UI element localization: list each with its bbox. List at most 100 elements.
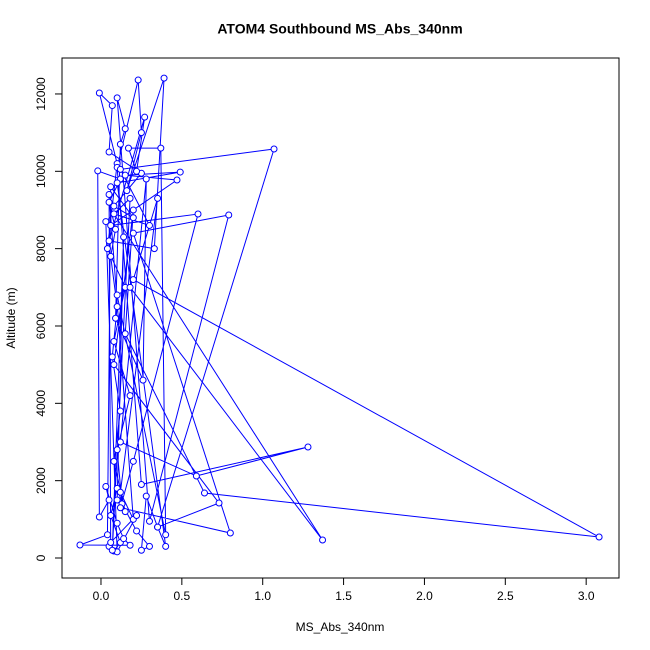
data-point [105, 237, 113, 245]
data-point [141, 113, 149, 121]
data-point [142, 175, 150, 183]
data-point [126, 392, 134, 400]
data-point [103, 245, 111, 253]
data-point [107, 221, 115, 229]
y-tick-label: 6000 [34, 312, 48, 339]
data-point [116, 504, 124, 512]
x-tick-label: 2.0 [416, 589, 433, 603]
y-tick-label: 0 [34, 554, 48, 561]
data-point [123, 187, 131, 195]
data-point [194, 210, 202, 218]
data-point [129, 214, 137, 222]
data-point [145, 542, 153, 550]
data-point [102, 218, 110, 226]
y-tick-label: 2000 [34, 467, 48, 494]
data-point [173, 176, 181, 184]
data-point [133, 511, 141, 519]
data-point [110, 457, 118, 465]
data-point [116, 488, 124, 496]
data-point [116, 140, 124, 148]
data-point [107, 252, 115, 260]
data-point [112, 314, 120, 322]
x-tick-label: 2.5 [497, 589, 514, 603]
data-point [126, 283, 134, 291]
data-point [110, 361, 118, 369]
data-point [129, 206, 137, 214]
data-point [108, 353, 116, 361]
data-point [95, 89, 103, 97]
data-point [192, 472, 200, 480]
data-point [304, 443, 312, 451]
data-point [215, 499, 223, 507]
data-point [105, 198, 113, 206]
data-point [160, 74, 168, 82]
data-point [137, 129, 145, 137]
y-tick-label: 12000 [34, 77, 48, 111]
series-line [79, 77, 600, 554]
data-point [108, 102, 116, 110]
data-point [107, 511, 115, 519]
data-point [107, 539, 115, 547]
data-point [121, 171, 129, 179]
data-point [113, 496, 121, 504]
data-point [120, 233, 128, 241]
data-point [157, 144, 165, 152]
x-tick-label: 3.0 [578, 589, 595, 603]
data-point [154, 523, 162, 531]
data-point [103, 531, 111, 539]
y-tick-label: 4000 [34, 390, 48, 417]
data-point [113, 303, 121, 311]
x-tick-label: 0.0 [93, 589, 110, 603]
data-point [200, 489, 208, 497]
data-point [112, 225, 120, 233]
data-point [129, 457, 137, 465]
data-point [129, 276, 137, 284]
data-point [110, 210, 118, 218]
x-tick-label: 0.5 [173, 589, 190, 603]
chart-title: ATOM4 Southbound MS_Abs_340nm [217, 21, 462, 37]
data-point [319, 536, 327, 544]
data-point [113, 446, 121, 454]
data-point [110, 202, 118, 210]
data-point [595, 533, 603, 541]
data-point [113, 179, 121, 187]
data-point [126, 194, 134, 202]
x-axis-label: MS_Abs_340nm [296, 620, 385, 634]
data-point [162, 531, 170, 539]
data-point [126, 541, 134, 549]
data-point [145, 221, 153, 229]
data-point [129, 229, 137, 237]
data-point [226, 529, 234, 537]
data-point [116, 165, 124, 173]
data-point [133, 527, 141, 535]
data-point [154, 194, 162, 202]
y-axis-label: Altitude (m) [4, 287, 18, 348]
data-point [142, 492, 150, 500]
data-point [137, 481, 145, 489]
data-point [121, 330, 129, 338]
data-point [116, 407, 124, 415]
data-point [108, 546, 116, 554]
plot-frame [61, 57, 620, 579]
data-point [137, 546, 145, 554]
data-point [270, 145, 278, 153]
data-point [105, 148, 113, 156]
data-point [139, 376, 147, 384]
data-point [124, 144, 132, 152]
data-point [150, 245, 158, 253]
y-tick-label: 10000 [34, 154, 48, 188]
data-point [94, 167, 102, 175]
data-point [134, 76, 142, 84]
data-point [121, 125, 129, 133]
data-point [102, 482, 110, 490]
data-point [113, 291, 121, 299]
data-point [76, 541, 84, 549]
data-point [113, 519, 121, 527]
data-point [162, 542, 170, 550]
data-point [121, 508, 129, 516]
data-point [145, 517, 153, 525]
data-point [110, 337, 118, 345]
x-tick-label: 1.5 [335, 589, 352, 603]
data-point [113, 94, 121, 102]
